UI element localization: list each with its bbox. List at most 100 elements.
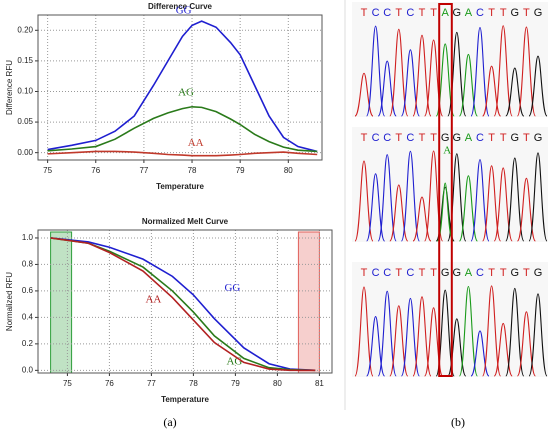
trace-peak bbox=[354, 286, 374, 377]
series-label: AG bbox=[178, 86, 194, 98]
y-tick-label: 0.05 bbox=[17, 117, 33, 126]
base-letter: C bbox=[372, 132, 380, 144]
x-tick-label: 80 bbox=[273, 379, 282, 388]
y-axis-label: Normalized RFU bbox=[5, 272, 14, 331]
base-letter: G bbox=[511, 267, 520, 279]
trace-peak bbox=[528, 55, 548, 117]
highlight-box bbox=[438, 3, 453, 377]
x-tick-label: 75 bbox=[63, 379, 72, 388]
x-tick-label: 79 bbox=[236, 166, 245, 175]
x-tick-label: 79 bbox=[231, 379, 240, 388]
series-label: AG bbox=[226, 355, 242, 367]
base-letter: G bbox=[534, 7, 543, 19]
series-line bbox=[47, 105, 318, 153]
base-letter: G bbox=[511, 7, 520, 19]
series-line bbox=[50, 237, 316, 372]
base-letter: C bbox=[476, 132, 484, 144]
base-letter: T bbox=[395, 132, 402, 144]
trace-peak bbox=[400, 150, 420, 242]
trace-peak bbox=[516, 26, 536, 117]
base-letter: T bbox=[361, 7, 368, 19]
base-letter: T bbox=[488, 7, 495, 19]
base-letter: T bbox=[419, 132, 426, 144]
overlay-base: A bbox=[443, 145, 451, 157]
trace-peak bbox=[482, 165, 502, 242]
base-letter: T bbox=[523, 7, 530, 19]
trace-peak bbox=[400, 297, 420, 377]
panel-label: (b) bbox=[451, 415, 465, 429]
base-letter: G bbox=[453, 7, 462, 19]
x-tick-label: 77 bbox=[147, 379, 156, 388]
plot-frame bbox=[37, 229, 333, 374]
trace-peak bbox=[389, 28, 409, 117]
base-letter: T bbox=[395, 267, 402, 279]
x-tick-label: 78 bbox=[189, 379, 198, 388]
base-letter: C bbox=[383, 132, 391, 144]
trace-peak bbox=[366, 25, 386, 117]
base-letter: C bbox=[476, 267, 484, 279]
base-letter: G bbox=[534, 132, 543, 144]
series-label: GG bbox=[224, 282, 240, 294]
base-letter: T bbox=[361, 267, 368, 279]
base-letter: A bbox=[442, 7, 450, 19]
base-letter: T bbox=[523, 267, 530, 279]
trace-peak bbox=[377, 154, 397, 242]
base-letter: T bbox=[500, 132, 507, 144]
chart-title: Normalized Melt Curve bbox=[142, 217, 229, 226]
base-letter: T bbox=[500, 267, 507, 279]
base-letter: C bbox=[372, 7, 380, 19]
base-letter: T bbox=[430, 132, 437, 144]
trace-peak bbox=[470, 27, 490, 117]
base-letter: T bbox=[430, 267, 437, 279]
base-letter: T bbox=[361, 132, 368, 144]
trace-peak bbox=[377, 290, 397, 377]
base-letter: G bbox=[453, 267, 462, 279]
shaded-region bbox=[50, 231, 73, 374]
x-tick-label: 76 bbox=[105, 379, 114, 388]
series-line bbox=[47, 20, 318, 153]
y-tick-label: 0.6 bbox=[22, 286, 34, 295]
y-tick-label: 0.15 bbox=[17, 56, 33, 65]
base-letter: T bbox=[419, 7, 426, 19]
x-axis-label: Temperature bbox=[161, 395, 209, 404]
base-letter: G bbox=[441, 132, 450, 144]
series-line bbox=[50, 237, 316, 372]
base-letter: T bbox=[395, 7, 402, 19]
y-tick-label: 0.2 bbox=[22, 339, 34, 348]
base-letter: C bbox=[476, 7, 484, 19]
base-letter: T bbox=[430, 7, 437, 19]
trace-peak bbox=[493, 25, 513, 117]
series-label: AA bbox=[188, 137, 204, 149]
base-letter: T bbox=[488, 267, 495, 279]
base-letter: G bbox=[441, 267, 450, 279]
y-axis-label: Difference RFU bbox=[5, 60, 14, 115]
trace-peak bbox=[528, 152, 548, 242]
base-letter: G bbox=[511, 132, 520, 144]
base-letter: C bbox=[406, 132, 414, 144]
base-letter: C bbox=[372, 267, 380, 279]
y-tick-label: 0.4 bbox=[22, 312, 34, 321]
base-letter: C bbox=[406, 267, 414, 279]
base-letter: T bbox=[523, 132, 530, 144]
series-label: GG bbox=[176, 5, 192, 17]
base-letter: C bbox=[406, 7, 414, 19]
base-letter: T bbox=[500, 7, 507, 19]
trace-peak bbox=[470, 159, 490, 242]
series-label: AA bbox=[145, 294, 161, 306]
base-letter: A bbox=[465, 267, 473, 279]
x-tick-label: 78 bbox=[188, 166, 197, 175]
y-tick-label: 0.8 bbox=[22, 260, 34, 269]
y-tick-label: 0.20 bbox=[17, 25, 33, 34]
x-tick-label: 81 bbox=[315, 379, 324, 388]
plot-frame bbox=[37, 14, 323, 161]
trace-peak bbox=[505, 287, 525, 377]
trace-peak bbox=[354, 160, 374, 242]
trace-peak bbox=[412, 296, 432, 377]
trace-peak bbox=[436, 182, 454, 242]
trace-peak bbox=[412, 34, 432, 117]
panel-label: (a) bbox=[163, 415, 176, 429]
base-letter: T bbox=[488, 132, 495, 144]
chart-title: Difference Curve bbox=[148, 2, 213, 11]
